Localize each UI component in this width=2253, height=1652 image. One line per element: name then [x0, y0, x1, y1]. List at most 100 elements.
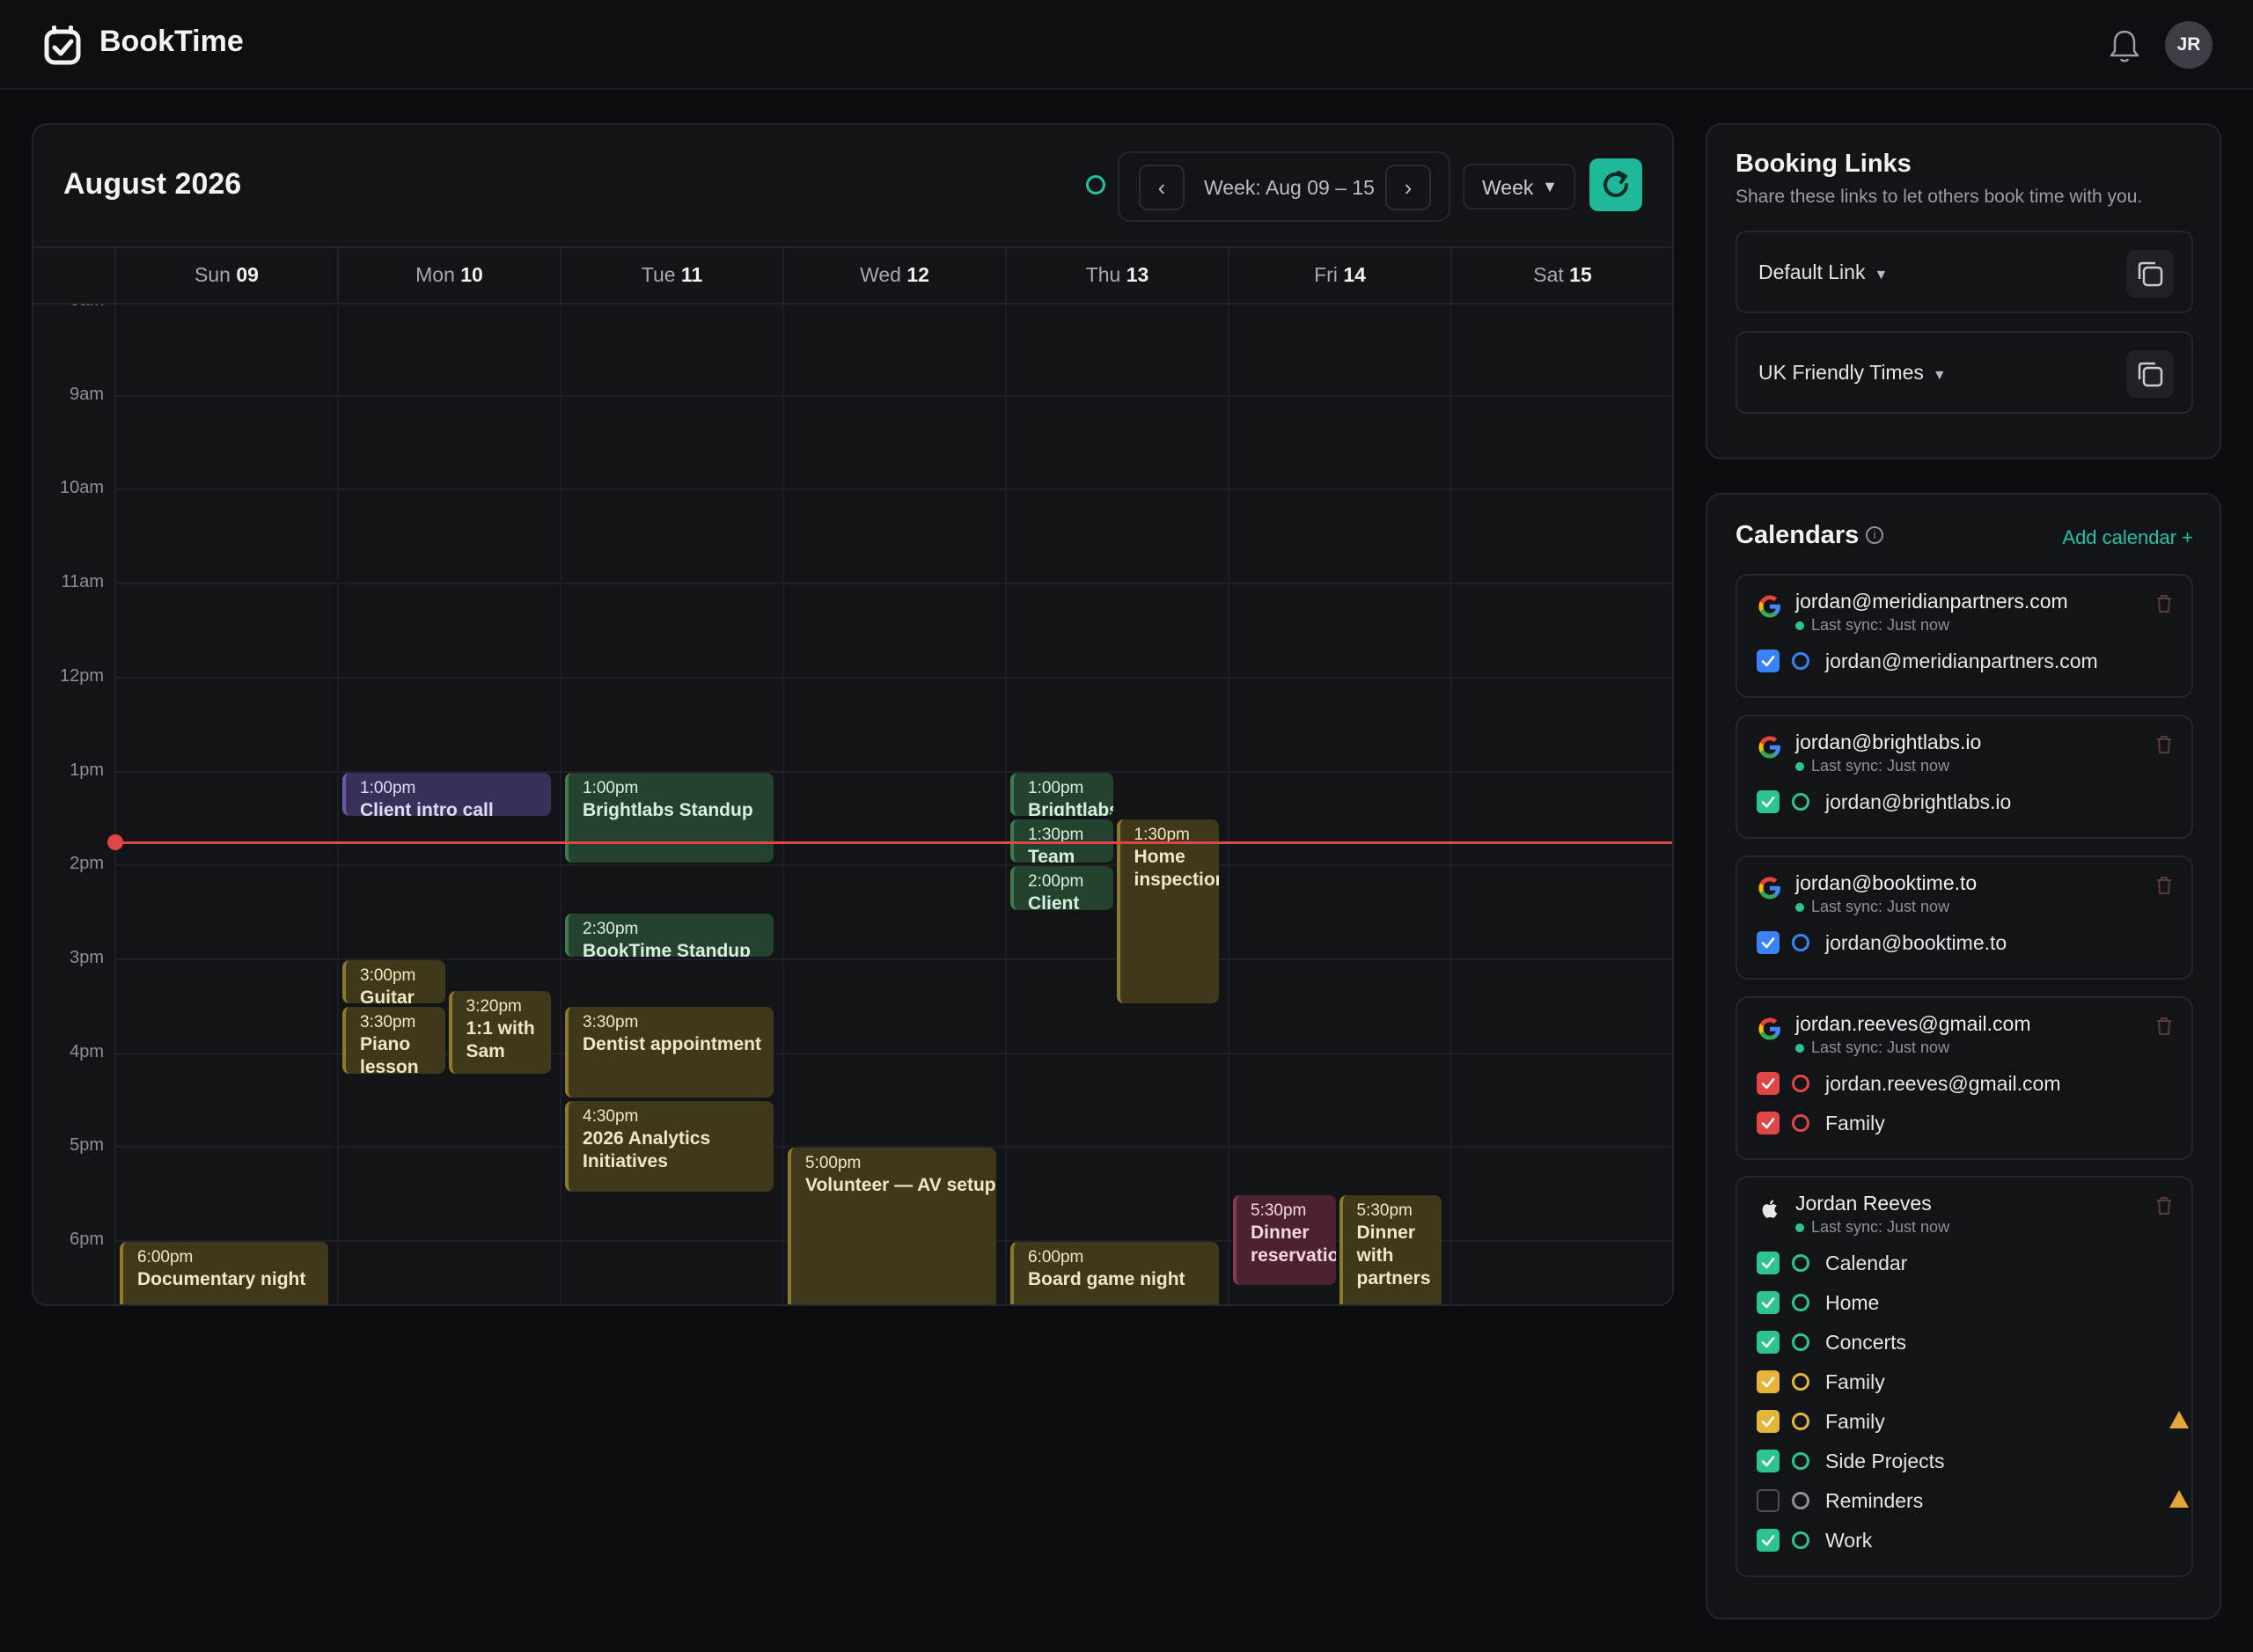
calendar-checkbox[interactable]	[1757, 931, 1780, 954]
calendar-toggle-row[interactable]: Home	[1757, 1289, 2170, 1316]
previous-week-button[interactable]: ‹	[1139, 165, 1185, 210]
hour-label: 8am	[33, 305, 104, 311]
booking-link-label[interactable]: Default Link ▼	[1758, 261, 1888, 284]
calendar-color-icon	[1792, 1114, 1809, 1132]
calendar-event[interactable]: 1:00pm Brightlabs	[1010, 772, 1113, 816]
day-name: Sun	[194, 263, 237, 286]
event-title: Home inspection	[1134, 846, 1220, 890]
day-header-mon: Mon 10	[337, 248, 560, 305]
calendar-toggle-row[interactable]: jordan.reeves@gmail.com	[1757, 1070, 2170, 1097]
hour-label: 1pm	[70, 760, 104, 780]
sync-ok-icon	[1795, 1044, 1804, 1054]
calendar-event[interactable]: 3:30pm Dentist appointment	[565, 1007, 774, 1098]
calendar-toggle-row[interactable]: jordan@booktime.to	[1757, 929, 2170, 956]
calendar-account: jordan@brightlabs.io Last sync: Just now j…	[1736, 715, 2193, 839]
warning-icon[interactable]	[2169, 1410, 2190, 1429]
event-title: Client intro call	[360, 799, 494, 816]
next-week-button[interactable]: ›	[1385, 165, 1431, 210]
calendar-toggle-row[interactable]: Family	[1757, 1110, 2170, 1136]
event-time: 3:30pm	[583, 1013, 639, 1032]
copy-icon	[2138, 362, 2163, 387]
delete-account-icon[interactable]	[2154, 875, 2174, 896]
calendar-checkbox[interactable]	[1757, 790, 1780, 813]
calendar-event[interactable]: 2:30pm BookTime Standup	[565, 913, 774, 957]
calendar-event[interactable]: 3:30pm Piano lesson	[342, 1007, 445, 1075]
calendar-toggle-row[interactable]: Family	[1757, 1408, 2189, 1435]
calendar-account: jordan.reeves@gmail.com Last sync: Just n…	[1736, 996, 2193, 1160]
calendar-event[interactable]: 5:00pm Volunteer — AV setup	[788, 1148, 996, 1304]
copy-link-button[interactable]	[2126, 350, 2174, 398]
calendar-toggle-row[interactable]: Reminders	[1757, 1487, 2189, 1514]
view-select[interactable]: Week ▼	[1463, 164, 1575, 209]
calendar-checkbox[interactable]	[1757, 1112, 1780, 1134]
refresh-button[interactable]	[1589, 158, 1642, 211]
hour-gridline	[114, 864, 1672, 867]
calendar-checkbox[interactable]	[1757, 1072, 1780, 1095]
copy-icon	[2138, 261, 2163, 287]
event-title: Dinner reservation	[1251, 1222, 1336, 1266]
calendar-checkbox[interactable]	[1757, 1331, 1780, 1354]
account-email: jordan@meridianpartners.com	[1795, 590, 2068, 613]
booking-link-uk[interactable]: UK Friendly Times ▼	[1736, 331, 2193, 414]
info-icon[interactable]: i	[1866, 526, 1883, 544]
calendar-checkbox[interactable]	[1757, 1370, 1780, 1393]
day-header-sun: Sun 09	[114, 248, 337, 305]
account-sync-status: Last sync: Just now	[1795, 898, 1949, 916]
hour-gridline	[114, 676, 1672, 679]
calendar-event[interactable]: 6:00pm Documentary night	[120, 1242, 328, 1304]
hour-gridline	[114, 1146, 1672, 1149]
calendar-event[interactable]: 3:00pm Guitar	[342, 959, 445, 1004]
delete-account-icon[interactable]	[2154, 593, 2174, 614]
event-title: Piano lesson	[360, 1034, 419, 1075]
warning-icon[interactable]	[2169, 1489, 2190, 1509]
logo-icon	[44, 26, 81, 65]
copy-link-button[interactable]	[2126, 250, 2174, 297]
booking-link-default[interactable]: Default Link ▼	[1736, 231, 2193, 313]
calendar-checkbox[interactable]	[1757, 650, 1780, 672]
calendar-toggle-row[interactable]: Side Projects	[1757, 1448, 2170, 1474]
sync-text: Last sync: Just now	[1811, 898, 1950, 915]
week-navigator: ‹ Week: Aug 09 – 15 ›	[1118, 151, 1450, 222]
chevron-down-icon: ▼	[1932, 368, 1947, 383]
calendar-event[interactable]: 1:30pm Home inspection	[1116, 819, 1220, 1004]
delete-account-icon[interactable]	[2154, 1195, 2174, 1216]
calendar-event[interactable]: 2:00pm Client	[1010, 866, 1113, 910]
calendar-event[interactable]: 3:20pm 1:1 with Sam	[448, 991, 551, 1075]
calendar-checkbox[interactable]	[1757, 1291, 1780, 1314]
calendar-color-icon	[1792, 1373, 1809, 1391]
week-grid[interactable]: 8am 9am 10am 11am 12pm 1pm 2pm 3pm 4pm 5pm 6pm 1:00…	[33, 305, 1672, 1304]
booking-link-label[interactable]: UK Friendly Times ▼	[1758, 361, 1947, 385]
calendar-event[interactable]: 6:00pm Board game night	[1010, 1242, 1219, 1304]
delete-account-icon[interactable]	[2154, 734, 2174, 755]
calendar-toggle-row[interactable]: Work	[1757, 1527, 2170, 1553]
hour-label: 12pm	[59, 665, 104, 686]
delete-account-icon[interactable]	[2154, 1016, 2174, 1037]
add-calendar-link[interactable]: Add calendar +	[2062, 526, 2193, 548]
calendar-checkbox[interactable]	[1757, 1410, 1780, 1433]
hour-label: 9am	[70, 384, 104, 404]
calendar-event[interactable]: 1:00pm Client intro call	[342, 772, 551, 816]
event-title: 2026 Analytics Initiatives	[583, 1127, 711, 1171]
day-name: Thu	[1085, 263, 1126, 286]
notification-bell-icon[interactable]	[2109, 28, 2140, 63]
sync-status-icon	[1086, 175, 1105, 195]
user-avatar[interactable]: JR	[2165, 21, 2213, 69]
calendar-checkbox[interactable]	[1757, 1489, 1780, 1512]
calendar-toggle-row[interactable]: Calendar	[1757, 1250, 2170, 1276]
calendar-toggle-row[interactable]: jordan@meridianpartners.com	[1757, 648, 2170, 674]
calendar-checkbox[interactable]	[1757, 1450, 1780, 1472]
calendar-checkbox[interactable]	[1757, 1252, 1780, 1274]
account-sync-status: Last sync: Just now	[1795, 1218, 1949, 1237]
calendar-name: Family	[1825, 1112, 1885, 1134]
calendar-name: Concerts	[1825, 1331, 1907, 1354]
day-column-divider	[1450, 305, 1452, 1304]
calendar-event[interactable]: 1:00pm Brightlabs Standup	[565, 772, 774, 863]
calendar-checkbox[interactable]	[1757, 1529, 1780, 1552]
calendar-toggle-row[interactable]: jordan@brightlabs.io	[1757, 789, 2170, 815]
calendar-toggle-row[interactable]: Family	[1757, 1369, 2170, 1395]
calendar-toggle-row[interactable]: Concerts	[1757, 1329, 2170, 1355]
calendar-event[interactable]: 5:30pm Dinner with partners	[1339, 1194, 1442, 1304]
calendar-event[interactable]: 4:30pm 2026 Analytics Initiatives	[565, 1100, 774, 1192]
calendar-name: jordan@booktime.to	[1825, 931, 2007, 954]
